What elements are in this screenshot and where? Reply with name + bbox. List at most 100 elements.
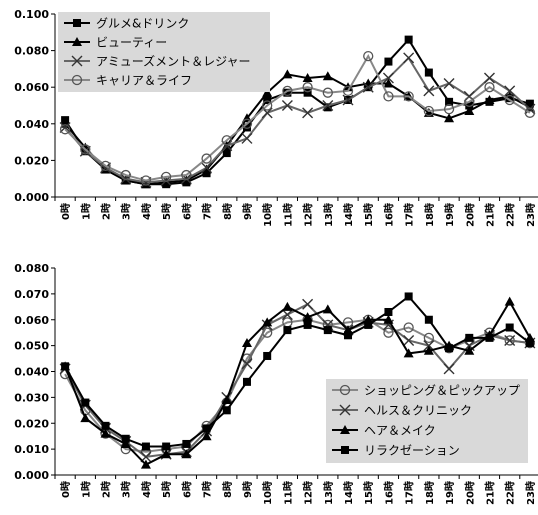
y-tick-label: 0.020 (14, 417, 49, 430)
data-point (80, 413, 91, 423)
data-point (282, 85, 293, 97)
x-tick-label: 5時 (160, 481, 173, 498)
data-point (403, 334, 415, 346)
chart-2: 0.000 0.010 0.020 0.030 0.040 0.050 0.060 0.070… (14, 262, 538, 505)
data-point (342, 94, 354, 106)
data-point (464, 105, 475, 115)
x-tick-label: 6時 (180, 203, 193, 220)
data-point (524, 103, 536, 115)
x-tick-label: 11時 (281, 203, 294, 227)
data-point (263, 351, 272, 360)
data-point (303, 88, 312, 97)
data-point (241, 338, 252, 348)
data-point (302, 82, 313, 93)
data-point (303, 320, 312, 329)
x-tick-label: 10時 (261, 203, 274, 227)
x-tick-label: 1時 (79, 481, 92, 498)
data-point (423, 332, 435, 344)
data-point (283, 326, 292, 335)
data-point (202, 424, 211, 433)
data-point (484, 95, 495, 105)
data-point (363, 50, 374, 62)
y-tick-label: 0.040 (14, 118, 49, 131)
data-point (342, 85, 354, 97)
data-point (281, 100, 293, 111)
data-point (302, 312, 313, 322)
data-point (141, 442, 150, 451)
data-point (140, 179, 151, 189)
legend-marker (339, 384, 351, 396)
legend-label: ヘルス＆クリニック (364, 404, 472, 418)
data-point (241, 118, 253, 129)
x-tick-label: 7時 (201, 481, 214, 498)
data-point (443, 104, 455, 115)
data-point (241, 132, 253, 144)
x-tick-label: 14時 (342, 203, 355, 227)
legend-label: ヘア＆メイク (364, 424, 436, 438)
data-point (322, 71, 333, 81)
x-tick-label: 20時 (463, 481, 476, 505)
data-point (182, 439, 191, 448)
data-point (242, 123, 251, 132)
data-point (262, 100, 273, 111)
data-point (382, 72, 394, 84)
x-tick-label: 1時 (79, 203, 92, 220)
data-point (344, 331, 353, 340)
x-tick-label: 4時 (140, 203, 153, 220)
legend-box (326, 379, 528, 463)
data-point (100, 428, 111, 438)
data-point (404, 35, 413, 44)
x-tick-label: 12時 (302, 203, 315, 227)
data-point (222, 149, 231, 158)
chart-1: 0.000 0.020 0.040 0.060 0.080 0.100 0時 1時 2時 3時 4時… (14, 8, 538, 227)
data-point (362, 81, 374, 93)
y-tick-label: 0.010 (14, 443, 49, 456)
x-tick-label: 2時 (100, 203, 113, 220)
series-line (64, 53, 531, 182)
x-tick-label: 11時 (281, 481, 294, 505)
data-point (322, 304, 333, 314)
x-tick-label: 18時 (423, 481, 436, 505)
y-tick-label: 0.080 (14, 262, 49, 275)
legend-label: アミューズメント＆レジャー (96, 54, 251, 69)
data-point (80, 144, 91, 155)
data-point (262, 317, 273, 327)
data-point (302, 73, 313, 83)
data-point (383, 314, 394, 324)
x-tick-label: 18時 (423, 203, 436, 227)
data-point (465, 333, 474, 342)
data-point (383, 91, 394, 102)
data-point (263, 96, 272, 105)
data-point (201, 162, 213, 174)
legend-marker (71, 55, 83, 67)
data-point (525, 339, 534, 348)
data-point (201, 431, 212, 441)
data-point (524, 107, 536, 118)
y-tick-label: 0.070 (14, 288, 49, 301)
data-point (59, 121, 71, 133)
data-point (302, 107, 314, 119)
series-line (64, 56, 531, 184)
x-tick-label: 14時 (342, 481, 355, 505)
data-point (283, 88, 292, 97)
x-tick-label: 19時 (443, 203, 456, 227)
legend-marker (339, 404, 351, 416)
x-tick-label: 8時 (221, 481, 234, 498)
data-point (59, 124, 71, 135)
data-point (403, 348, 414, 358)
legend-marker (340, 425, 350, 434)
legend-marker (72, 37, 82, 46)
y-tick-label: 0.050 (14, 340, 49, 353)
x-tick-label: 15時 (362, 203, 375, 227)
x-tick-label: 6時 (180, 481, 193, 498)
x-tick-label: 13時 (322, 481, 335, 505)
y-tick-label: 0.000 (14, 469, 49, 482)
data-point (121, 434, 130, 443)
data-point (424, 315, 433, 324)
data-point (221, 135, 232, 146)
y-tick-label: 0.080 (14, 45, 49, 58)
x-tick-label: 9時 (241, 481, 254, 498)
data-point (201, 153, 212, 164)
x-tick-label: 4時 (140, 481, 153, 498)
